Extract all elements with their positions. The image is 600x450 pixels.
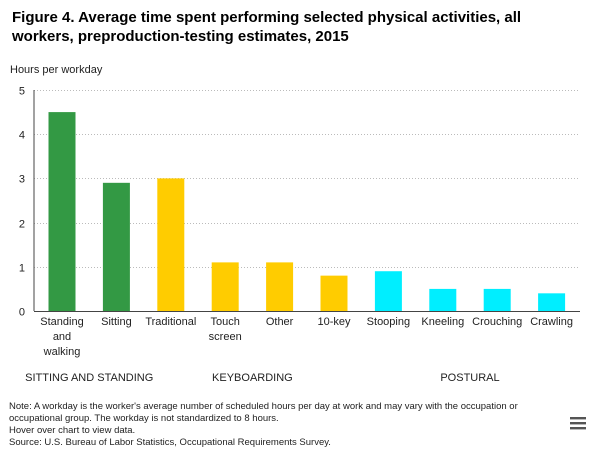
- group-label: KEYBOARDING: [212, 372, 293, 384]
- x-tick-label: Sitting: [101, 316, 132, 328]
- y-tick-label: 4: [19, 130, 25, 142]
- x-tick-label: Standing: [40, 316, 83, 328]
- y-axis-ticks: 0 1 2 3 4 5: [19, 86, 25, 319]
- bar[interactable]: [266, 262, 294, 311]
- group-label: SITTING AND STANDING: [25, 372, 153, 384]
- bar[interactable]: [538, 293, 566, 311]
- x-tick-label: Other: [266, 316, 294, 328]
- y-axis-label: Hours per workday: [10, 64, 103, 76]
- bars[interactable]: [48, 112, 566, 311]
- x-tick-label: Traditional: [145, 316, 196, 328]
- bar[interactable]: [157, 178, 185, 311]
- chart-notes: Note: A workday is the worker's average …: [9, 401, 569, 449]
- group-labels: SITTING AND STANDING KEYBOARDING POSTURAL: [25, 372, 500, 384]
- x-tick-label: 10-key: [317, 316, 351, 328]
- hamburger-menu-icon[interactable]: [569, 415, 587, 431]
- y-tick-label: 3: [19, 174, 25, 186]
- group-label: POSTURAL: [440, 372, 499, 384]
- x-tick-label: walking: [43, 346, 81, 358]
- hover-hint: Hover over chart to view data.: [9, 425, 136, 436]
- bar-chart[interactable]: Hours per workday 0 1 2 3 4 5 Standing and walk…: [0, 0, 600, 400]
- chart-title: Figure 4. Average time spent performing …: [12, 9, 522, 45]
- y-tick-label: 5: [19, 86, 25, 98]
- x-tick-label: Stooping: [367, 316, 410, 328]
- x-tick-label: Crawling: [530, 316, 573, 328]
- bar[interactable]: [429, 288, 457, 311]
- bar[interactable]: [320, 275, 348, 311]
- bar[interactable]: [102, 182, 130, 311]
- bar[interactable]: [374, 271, 402, 311]
- source-line: Source: U.S. Bureau of Labor Statistics,…: [9, 437, 331, 448]
- x-axis-ticks: Standing and walking Sitting Traditional Touc…: [40, 316, 573, 358]
- y-tick-label: 1: [19, 263, 25, 275]
- y-tick-label: 2: [19, 219, 25, 231]
- note-line: occupational group. The workday is not s…: [9, 413, 279, 424]
- x-tick-label: and: [53, 331, 71, 343]
- x-tick-label: Crouching: [472, 316, 522, 328]
- y-tick-label: 0: [19, 307, 25, 319]
- bar[interactable]: [211, 262, 239, 311]
- x-tick-label: Touch: [211, 316, 240, 328]
- x-tick-label: Kneeling: [421, 316, 464, 328]
- note-line: Note: A workday is the worker's average …: [9, 401, 518, 412]
- x-tick-label: screen: [209, 331, 242, 343]
- hamburger-menu-icon-glyph: [570, 417, 586, 430]
- bar[interactable]: [48, 112, 76, 311]
- bar[interactable]: [483, 288, 511, 311]
